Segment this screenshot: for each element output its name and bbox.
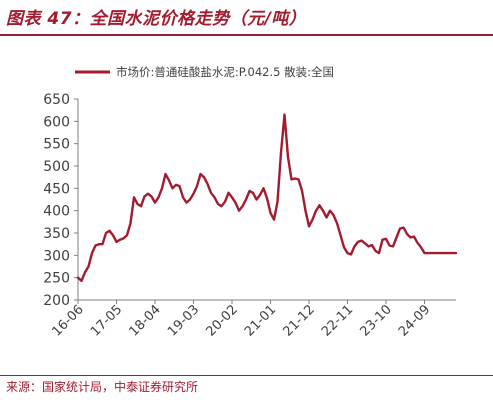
y-tick-label: 300 <box>43 248 70 264</box>
x-tick-label: 20-02 <box>204 302 241 339</box>
series-line <box>76 113 458 282</box>
y-tick-label: 450 <box>43 181 70 197</box>
y-tick-label: 600 <box>43 114 70 130</box>
y-tick-labels: 200 250 300 350 400 450 500 550 600 650 <box>43 92 78 309</box>
legend-label: 市场价:普通硅酸盐水泥:P.042.5 散装:全国 <box>116 65 334 79</box>
line-chart: 市场价:普通硅酸盐水泥:P.042.5 散装:全国 200 250 300 350 40… <box>43 65 458 340</box>
x-tick-labels: 16-06 17-05 18-04 19-03 20-02 21-01 21-12 22-11… <box>50 300 433 340</box>
x-tick-label: 24-09 <box>396 302 433 339</box>
x-tick-label: 22-11 <box>319 302 356 339</box>
y-tick-label: 500 <box>43 159 70 175</box>
x-tick-label: 21-12 <box>281 302 318 339</box>
x-tick-label: 21-01 <box>242 302 279 339</box>
y-tick-label: 200 <box>43 293 70 309</box>
x-tick-label: 23-10 <box>358 302 395 339</box>
y-tick-label: 650 <box>43 92 70 108</box>
source-note: 来源：国家统计局，中泰证券研究所 <box>6 380 199 394</box>
y-tick-label: 350 <box>43 226 70 242</box>
y-tick-label: 550 <box>43 137 70 153</box>
x-tick-label: 19-03 <box>165 302 202 339</box>
chart-title: 图表 47：全国水泥价格走势（元/吨） <box>6 9 307 29</box>
y-tick-label: 400 <box>43 204 70 220</box>
title-rule <box>0 34 493 36</box>
y-tick-label: 250 <box>43 271 70 287</box>
source-rule <box>0 375 493 376</box>
legend: 市场价:普通硅酸盐水泥:P.042.5 散装:全国 <box>75 65 334 79</box>
x-tick-label: 17-05 <box>88 302 125 339</box>
x-tick-label: 18-04 <box>127 302 164 339</box>
